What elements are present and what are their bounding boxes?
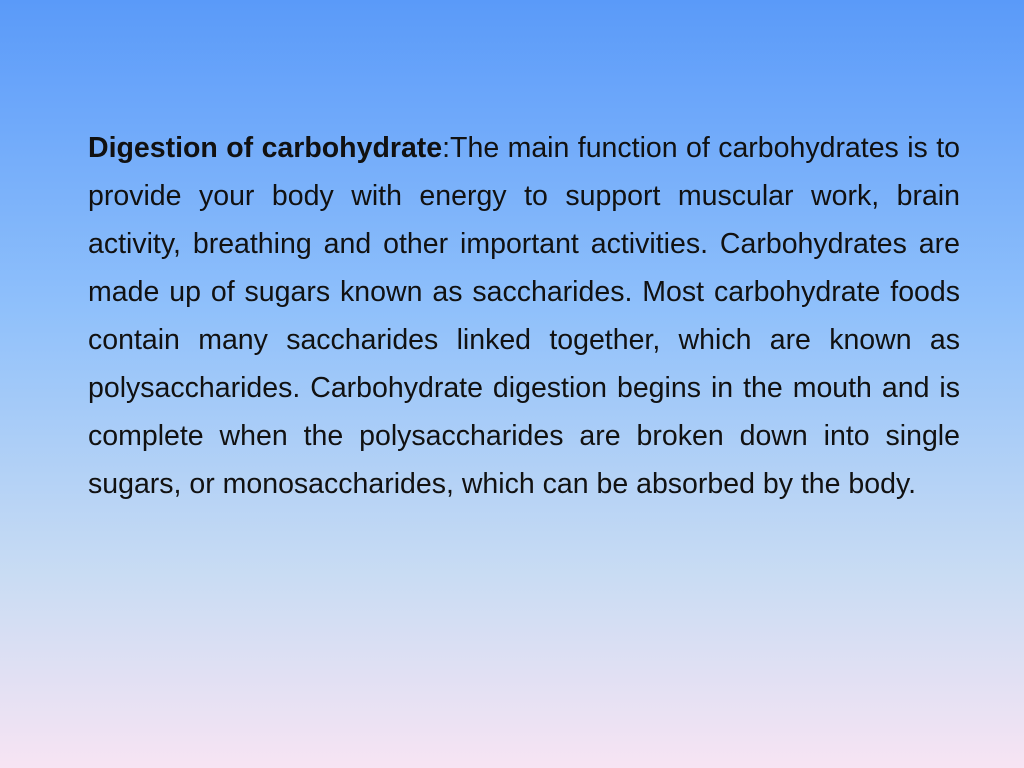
body-text: :The main function of carbohydrates is t… (88, 132, 960, 500)
heading: Digestion of carbohydrate (88, 132, 443, 164)
paragraph: Digestion of carbohydrate:The main funct… (88, 124, 960, 508)
